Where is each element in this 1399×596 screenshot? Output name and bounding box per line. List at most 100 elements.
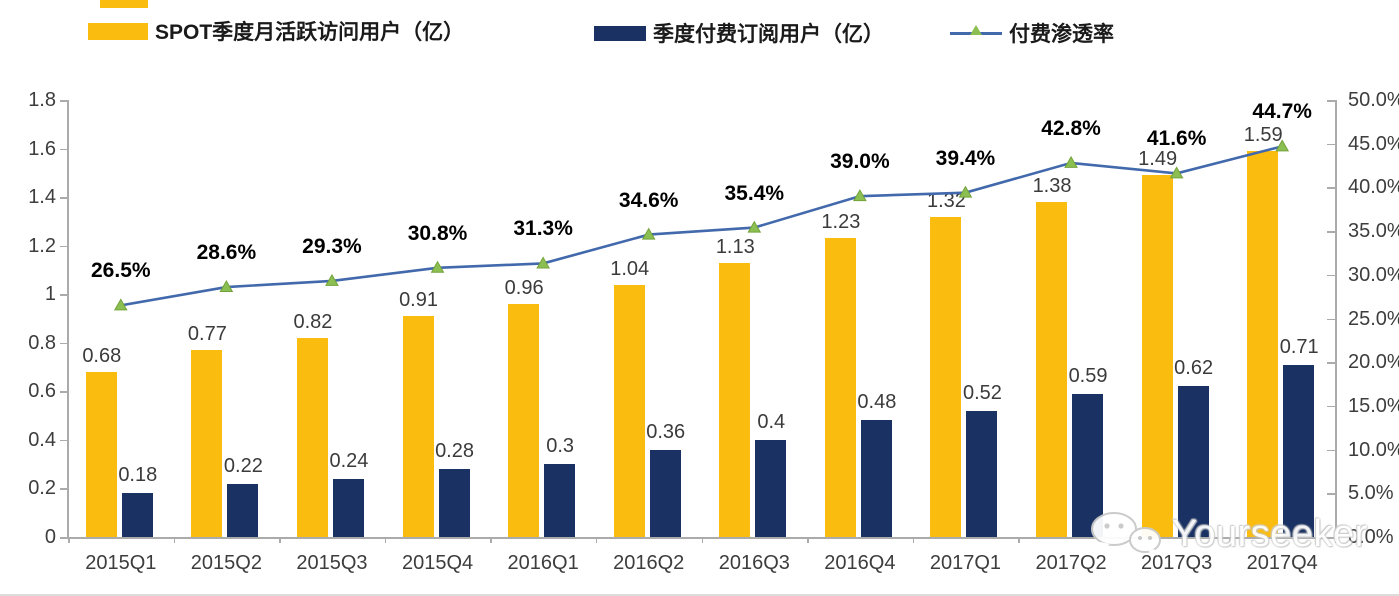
legend-item-mau: SPOT季度月活跃访问用户（亿） [88,18,464,44]
penetration-pct-label: 28.6% [196,241,257,265]
x-axis-category-label: 2016Q4 [824,552,896,574]
bar-value-label-subs: 0.59 [1068,364,1108,387]
x-axis-tick [384,537,387,543]
y-axis-tick [60,245,68,248]
bar-subscribers [1283,364,1315,537]
y-axis-tick [60,100,68,102]
right-axis-tick-label: 10.0% [1348,438,1399,461]
y-axis-tick-label: 0.4 [28,428,56,451]
bar-subscribers [121,493,153,537]
legend-line-marker-icon [950,24,1002,35]
bar-mau [719,262,751,537]
bar-value-label-mau: 0.96 [504,276,544,299]
right-axis-tick [1327,537,1335,539]
legend-label-penetration: 付费渗透率 [1009,23,1114,46]
watermark: Yourseeker [1088,510,1368,558]
penetration-pct-label: 31.3% [513,217,573,241]
bar-value-label-subs: 0.48 [857,391,897,414]
right-axis-tick-label: 15.0% [1348,394,1399,417]
y-axis-tick-label: 1.8 [28,89,56,111]
bar-subscribers [332,478,364,537]
bar-value-label-subs: 0.4 [757,410,786,433]
penetration-pct-label: 39.4% [935,146,996,170]
right-axis-tick-label: 40.0% [1348,176,1399,199]
bottom-divider [0,594,1399,596]
bar-subscribers [860,420,892,537]
y-axis-tick [60,148,68,151]
penetration-marker-icon [641,227,656,240]
y-axis-tick [60,197,68,199]
bar-value-label-subs: 0.36 [646,420,686,443]
x-axis-tick [173,537,176,543]
bar-mau [824,238,856,537]
y-axis-tick [60,537,68,539]
right-axis-tick [1327,100,1335,102]
right-axis-tick-label: 45.0% [1348,132,1399,155]
bar-mau [191,350,223,537]
y-axis-tick-label: 0 [44,526,56,548]
bar-value-label-mau: 1.32 [926,189,966,212]
bar-value-label-subs: 0.3 [546,435,575,458]
y-axis-tick-label: 1.6 [28,137,56,160]
x-axis-category-label: 2017Q4 [1246,552,1318,574]
bar-mau [1247,150,1279,537]
penetration-marker-icon [113,298,128,311]
penetration-pct-label: 30.8% [407,221,468,245]
y-axis-tick [60,488,68,490]
right-axis-tick-label: 0.0% [1348,526,1394,548]
x-axis-tick [490,537,492,543]
x-axis-tick [68,537,70,543]
right-axis-tick-label: 50.0% [1348,89,1399,111]
bar-value-label-subs: 0.24 [329,449,369,472]
y-axis-tick-label: 1.4 [28,186,56,209]
right-axis-line [1335,100,1337,537]
x-axis-tick [1018,537,1020,543]
right-axis-tick-label: 35.0% [1348,220,1399,243]
watermark-text: Yourseeker [1172,513,1368,555]
x-axis-tick [1229,537,1231,543]
x-axis-tick [279,537,281,543]
bar-mau [296,337,328,537]
bar-value-label-mau: 1.13 [715,235,755,258]
bar-value-label-mau: 0.91 [399,289,438,312]
penetration-marker-icon [747,220,762,233]
y-axis-tick-label: 1.2 [28,234,56,257]
legend-item-penetration: 付费渗透率 [950,20,1114,46]
right-axis-tick-label: 25.0% [1348,307,1399,330]
right-axis-tick [1327,449,1335,452]
bar-subscribers [649,449,681,537]
y-axis-tick-label: 0.8 [28,331,56,354]
bar-value-label-mau: 1.23 [821,211,861,234]
x-axis-category-label: 2016Q3 [718,552,790,574]
penetration-pct-label: 26.5% [91,259,151,283]
y-axis-tick-label: 0.2 [28,477,56,500]
bar-subscribers [1072,393,1104,537]
penetration-marker-icon [430,260,445,273]
x-axis-category-label: 2017Q3 [1141,552,1213,574]
penetration-pct-label: 34.6% [618,188,679,212]
bar-subscribers [1177,386,1209,537]
y-axis-tick-label: 0.6 [28,380,56,403]
right-axis-tick [1327,274,1335,277]
legend-swatch-subs-bar [594,25,646,41]
penetration-line [120,145,1283,307]
x-axis-tick [595,537,598,543]
x-axis-tick [807,537,809,543]
bar-value-label-mau: 0.77 [187,323,227,346]
bar-mau [508,303,540,537]
bar-value-label-subs: 0.52 [962,381,1002,404]
x-axis-category-label: 2015Q1 [85,552,157,574]
penetration-pct-label: 44.7% [1252,100,1312,124]
penetration-pct-label: 42.8% [1041,116,1101,140]
y-axis-tick [60,439,68,442]
right-axis-tick [1327,493,1335,495]
x-axis-category-label: 2016Q2 [613,552,685,574]
x-axis-category-label: 2016Q1 [507,552,579,574]
legend-label-subs: 季度付费订阅用户（亿） [653,23,884,46]
right-axis-tick [1327,231,1335,233]
penetration-pct-label: 41.6% [1146,127,1207,151]
right-axis-tick-label: 30.0% [1348,263,1399,286]
bar-subscribers [227,483,259,537]
bar-value-label-subs: 0.22 [223,454,263,477]
